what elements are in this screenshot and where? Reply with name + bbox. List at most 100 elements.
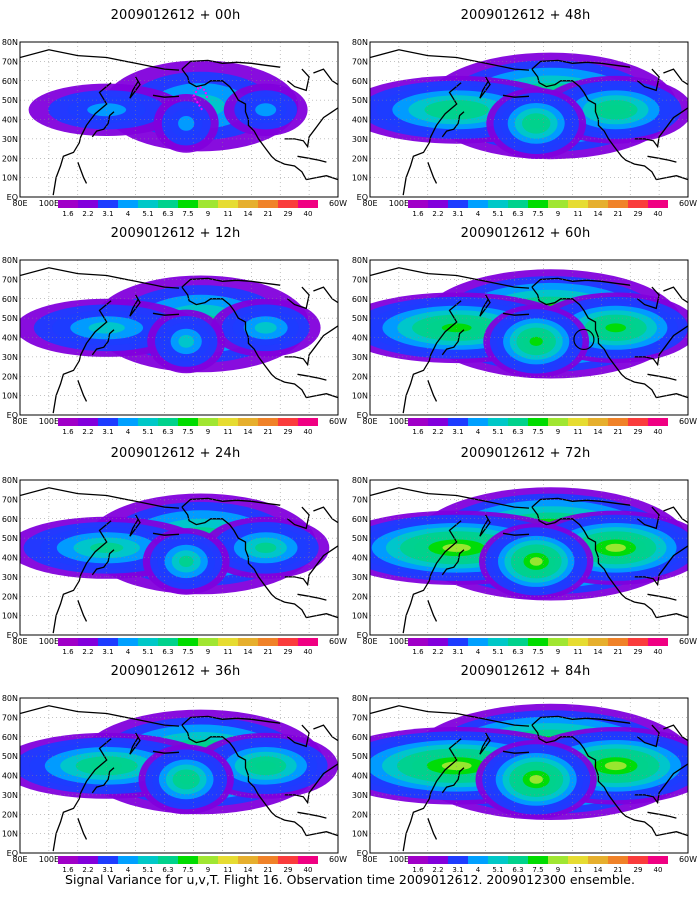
colorbar-swatch [118,418,138,426]
colorbar-swatch [408,856,428,864]
colorbar-swatch [178,856,198,864]
colorbar-swatch [548,200,568,208]
coastline-path [502,750,530,754]
coastline-path [427,379,438,402]
colorbar-swatch [548,856,568,864]
lat-label: 30N [2,791,18,800]
coastline-path [441,329,465,356]
colorbar-swatch [158,856,178,864]
lat-label: 20N [2,154,18,163]
colorbar-swatch [278,418,298,426]
coastline-path [286,724,310,748]
colorbar-label: 3.1 [452,428,463,436]
lat-label: 60N [2,515,18,524]
colorbar-label: 6.3 [512,648,523,656]
forecast-panel: 2009012612 + 48h 80N 70N 60N 50N 40N 30N 20N 10N… [352,2,697,224]
coastline-path [663,286,688,304]
coastline-path [284,763,338,805]
variance-map: 80N70N60N50N40N30N20N10NEQ80E100E120E140… [2,256,347,436]
lat-label: 40N [2,772,18,781]
colorbar-swatch [428,638,448,646]
colorbar-swatch [98,418,118,426]
colorbar-label: 7.5 [532,648,543,656]
variance-contour [255,542,277,553]
lat-label: 10N [352,612,368,621]
lat-label: 70N [2,275,18,284]
coastline-path [634,545,688,587]
coastline-path [479,76,491,99]
colorbar-label: 9 [556,866,560,874]
coastline-path [181,286,307,398]
lat-label: 30N [2,573,18,582]
panel-title: 2009012612 + 24h [110,446,241,461]
lat-label: 20N [352,372,368,381]
colorbar-label: 40 [654,210,663,218]
colorbar-swatch [278,856,298,864]
variance-contour [605,323,626,333]
colorbar-swatch [568,856,588,864]
lat-label: 60N [352,77,368,86]
colorbar-label: 2.2 [82,428,93,436]
colorbar-label: 11 [224,866,233,874]
lon-label: 100E [389,855,409,864]
colorbar-label: 5.1 [492,428,503,436]
coastline-path [634,107,688,149]
colorbar-swatch [628,200,648,208]
colorbar-label: 1.6 [62,210,74,218]
colorbar-label: 14 [594,210,603,218]
colorbar-label: 14 [244,648,253,656]
forecast-panel: 2009012612 + 36h 80N 70N 60N 50N 40N 30N 20N 10N… [2,658,347,880]
map-fill-layer [20,42,338,197]
coastline-path [20,487,180,509]
colorbar-swatch [238,856,258,864]
map-frame [369,479,689,636]
graticule [370,260,688,415]
forecast-panel: 2009012612 + 72h 80N 70N 60N 50N 40N 30N 20N 10N… [352,440,697,662]
variance-contour [178,116,195,131]
coastline-path [129,294,141,317]
lon-label: 80E [362,855,377,864]
coastlines [20,487,338,634]
colorbar-label: 2.2 [432,648,443,656]
panel-title: 2009012612 + 12h [110,226,241,241]
colorbar-label: 5.1 [142,210,153,218]
colorbar-swatch [118,638,138,646]
lat-label: 60N [2,77,18,86]
lat-label: 20N [352,810,368,819]
colorbar-swatch [408,418,428,426]
colorbar-swatch [298,856,318,864]
colorbar-label: 6.3 [512,210,523,218]
variance-map: 80N70N60N50N40N30N20N10NEQ80E100E120E140… [2,476,347,656]
lat-label: 40N [2,116,18,125]
colorbar-swatch [258,418,278,426]
colorbar-label: 40 [654,866,663,874]
colorbar-label: 29 [634,428,643,436]
colorbar-label: 7.5 [182,428,193,436]
colorbar-swatch [568,200,588,208]
colorbar-swatch [448,856,468,864]
lon-label: 60W [329,417,347,426]
coastline-path [502,94,530,98]
forecast-panel: 2009012612 + 12h 80N 70N 60N 50N 40N 30N 20N 10N… [2,220,347,442]
colorbar-label: 11 [224,428,233,436]
lat-label: 30N [352,353,368,362]
colorbar-swatch [178,200,198,208]
lat-label: 50N [352,314,368,323]
variance-map: 80N70N60N50N40N30N20N10NEQ80E100E120E140… [352,476,697,656]
colorbar-swatch [78,856,98,864]
lat-label: 80N [2,476,18,485]
coastline-path [479,514,491,537]
map-fill-layer [20,480,338,635]
colorbar-swatch [488,638,508,646]
colorbar-label: 3.1 [102,648,113,656]
graticule [370,480,688,635]
coastline-path [531,497,631,508]
colorbar-swatch [198,418,218,426]
variance-map: 80N70N60N50N40N30N20N10NEQ80E100E120E140… [2,694,347,874]
colorbar-label: 5.1 [492,210,503,218]
panel-title: 2009012612 + 84h [460,664,591,679]
lat-label: 40N [352,116,368,125]
variance-map: 80N70N60N50N40N30N20N10NEQ80E100E120E140… [352,694,697,874]
colorbar-swatch [238,418,258,426]
flight-track [192,85,209,111]
